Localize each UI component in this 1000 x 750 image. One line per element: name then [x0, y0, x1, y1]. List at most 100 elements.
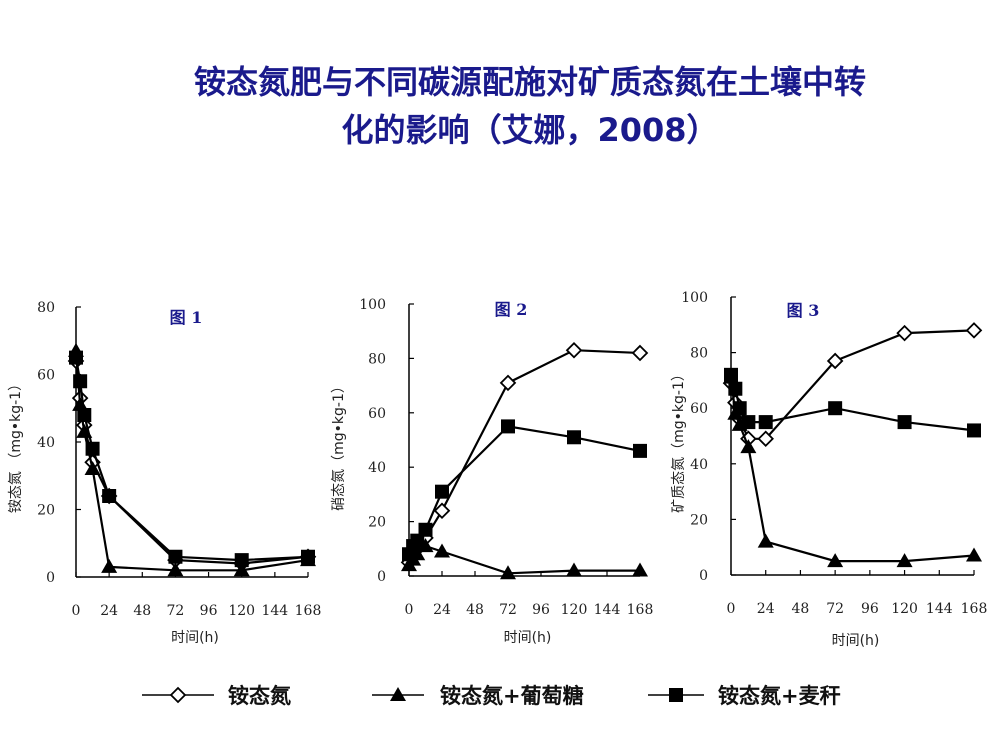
data-point-nh4-glucose	[500, 565, 516, 580]
slide-title: 铵态氮肥与不同碳源配施对矿质态氮在土壤中转 化的影响（艾娜，2008）	[80, 58, 980, 154]
y-tick-label: 100	[681, 290, 708, 306]
series-line-nh4	[408, 349, 641, 564]
legend-item-nh4: 铵态氮	[142, 684, 291, 708]
x-tick-label: 0	[727, 601, 736, 617]
x-axis-label: 时间(h)	[504, 630, 552, 646]
data-point-nh4-straw	[73, 374, 88, 389]
data-point-nh4-straw	[102, 489, 117, 503]
y-axis-label: 铵态氮 （mg•kg-1）	[8, 377, 24, 513]
data-point-nh4-straw	[633, 443, 647, 458]
x-tick-label: 144	[261, 603, 288, 619]
y-tick-label: 80	[368, 351, 386, 367]
data-point-nh4-straw	[168, 549, 183, 564]
data-point-nh4	[826, 352, 844, 370]
x-tick-label: 120	[891, 601, 918, 617]
series-nh4-glucose	[401, 538, 648, 580]
data-point-nh4-straw	[435, 484, 449, 499]
legend-item-nh4-straw: 铵态氮+麦秆	[648, 684, 841, 708]
chart-2: 0 20 40 60 80 100 0 24 48 72 96 120 144 168 图 2 时间(h) 硝态…	[331, 297, 653, 646]
data-point-nh4-glucose	[434, 543, 450, 558]
x-axis-label: 时间(h)	[832, 633, 880, 649]
data-point-nh4-glucose	[757, 533, 774, 548]
data-point-nh4-straw	[301, 549, 315, 564]
x-tick-label: 144	[594, 602, 621, 618]
legend-marker	[669, 688, 683, 702]
data-point-nh4-straw	[728, 381, 743, 396]
data-point-nh4	[499, 374, 517, 392]
y-tick-label: 60	[368, 406, 386, 422]
x-tick-label: 96	[532, 602, 550, 618]
series-nh4-straw	[724, 367, 981, 438]
x-tick-label: 120	[561, 602, 588, 618]
x-axis-label: 时间(h)	[171, 630, 219, 646]
data-point-nh4	[896, 324, 913, 342]
series-nh4	[67, 352, 317, 572]
legend-marker	[390, 687, 406, 701]
x-tick-label: 168	[627, 602, 654, 618]
x-tick-label: 168	[295, 603, 322, 619]
data-point-nh4-straw	[758, 415, 773, 430]
data-point-nh4-straw	[732, 401, 747, 416]
y-tick-label: 40	[37, 435, 55, 451]
data-point-nh4-glucose	[417, 538, 434, 553]
y-axis-label: 硝态氮（mg•kg-1）	[331, 379, 347, 511]
legend-marker	[169, 686, 187, 704]
x-tick-label: 72	[167, 603, 185, 619]
x-tick-label: 144	[926, 601, 953, 617]
y-tick-label: 20	[690, 512, 708, 528]
y-tick-label: 100	[359, 297, 386, 313]
y-tick-label: 0	[699, 568, 708, 584]
chart-3: 0 20 40 60 80 100 0 24 48 72 96 120 144 168 图 3 时间(h) 矿质…	[671, 290, 987, 649]
series-nh4-straw	[402, 419, 647, 562]
series-line-nh4-glucose	[74, 350, 309, 572]
x-tick-label: 96	[200, 603, 218, 619]
x-tick-label: 24	[100, 603, 118, 619]
y-tick-label: 20	[368, 515, 386, 531]
x-tick-label: 48	[792, 601, 810, 617]
panel-title: 图 2	[495, 300, 528, 319]
x-tick-label: 120	[228, 603, 255, 619]
y-tick-label: 60	[37, 368, 55, 384]
data-point-nh4	[433, 502, 451, 519]
data-point-nh4-glucose	[101, 558, 118, 573]
y-tick-label: 80	[690, 346, 708, 362]
data-point-nh4-glucose	[740, 439, 757, 454]
x-tick-label: 72	[499, 602, 517, 618]
x-tick-label: 24	[757, 601, 775, 617]
data-point-nh4-straw	[234, 553, 249, 568]
data-point-nh4-glucose	[827, 553, 844, 568]
data-point-nh4-straw	[724, 367, 738, 382]
chart-1: 0 20 40 60 80 0 24 48 72 96 120 144 168 图 1 时间(h) 铵态氮 （…	[8, 300, 321, 646]
data-point-nh4-straw	[897, 415, 912, 430]
data-point-nh4-straw	[501, 419, 515, 434]
x-tick-label: 0	[405, 602, 414, 618]
data-point-nh4-straw	[567, 430, 581, 445]
data-point-nh4-straw	[741, 415, 756, 430]
data-point-nh4	[757, 430, 774, 448]
y-tick-label: 40	[368, 460, 386, 476]
y-tick-label: 0	[377, 569, 386, 585]
data-point-nh4-glucose	[84, 461, 101, 475]
legend-label: 铵态氮	[228, 684, 291, 708]
data-point-nh4-straw	[85, 441, 100, 456]
series-line-nh4-glucose	[729, 377, 975, 563]
legend: 铵态氮 铵态氮+葡萄糖 铵态氮+麦秆	[142, 684, 841, 708]
y-tick-label: 60	[690, 401, 708, 417]
x-tick-label: 24	[433, 602, 451, 618]
data-point-nh4-glucose	[966, 547, 982, 562]
x-tick-label: 96	[861, 601, 879, 617]
legend-label: 铵态氮+葡萄糖	[440, 684, 584, 708]
data-point-nh4	[631, 344, 649, 362]
data-point-nh4-straw	[77, 408, 92, 422]
data-point-nh4-straw	[828, 401, 843, 416]
data-point-nh4-glucose	[167, 562, 184, 577]
panel-title: 图 3	[787, 301, 820, 320]
data-point-nh4-glucose	[632, 562, 648, 577]
series-nh4-glucose	[723, 369, 982, 568]
x-tick-label: 72	[826, 601, 844, 617]
y-tick-label: 0	[46, 570, 55, 586]
data-point-nh4-glucose	[566, 562, 582, 577]
slide-title-line2: 化的影响（艾娜，2008）	[341, 111, 719, 149]
x-tick-label: 0	[72, 603, 81, 619]
